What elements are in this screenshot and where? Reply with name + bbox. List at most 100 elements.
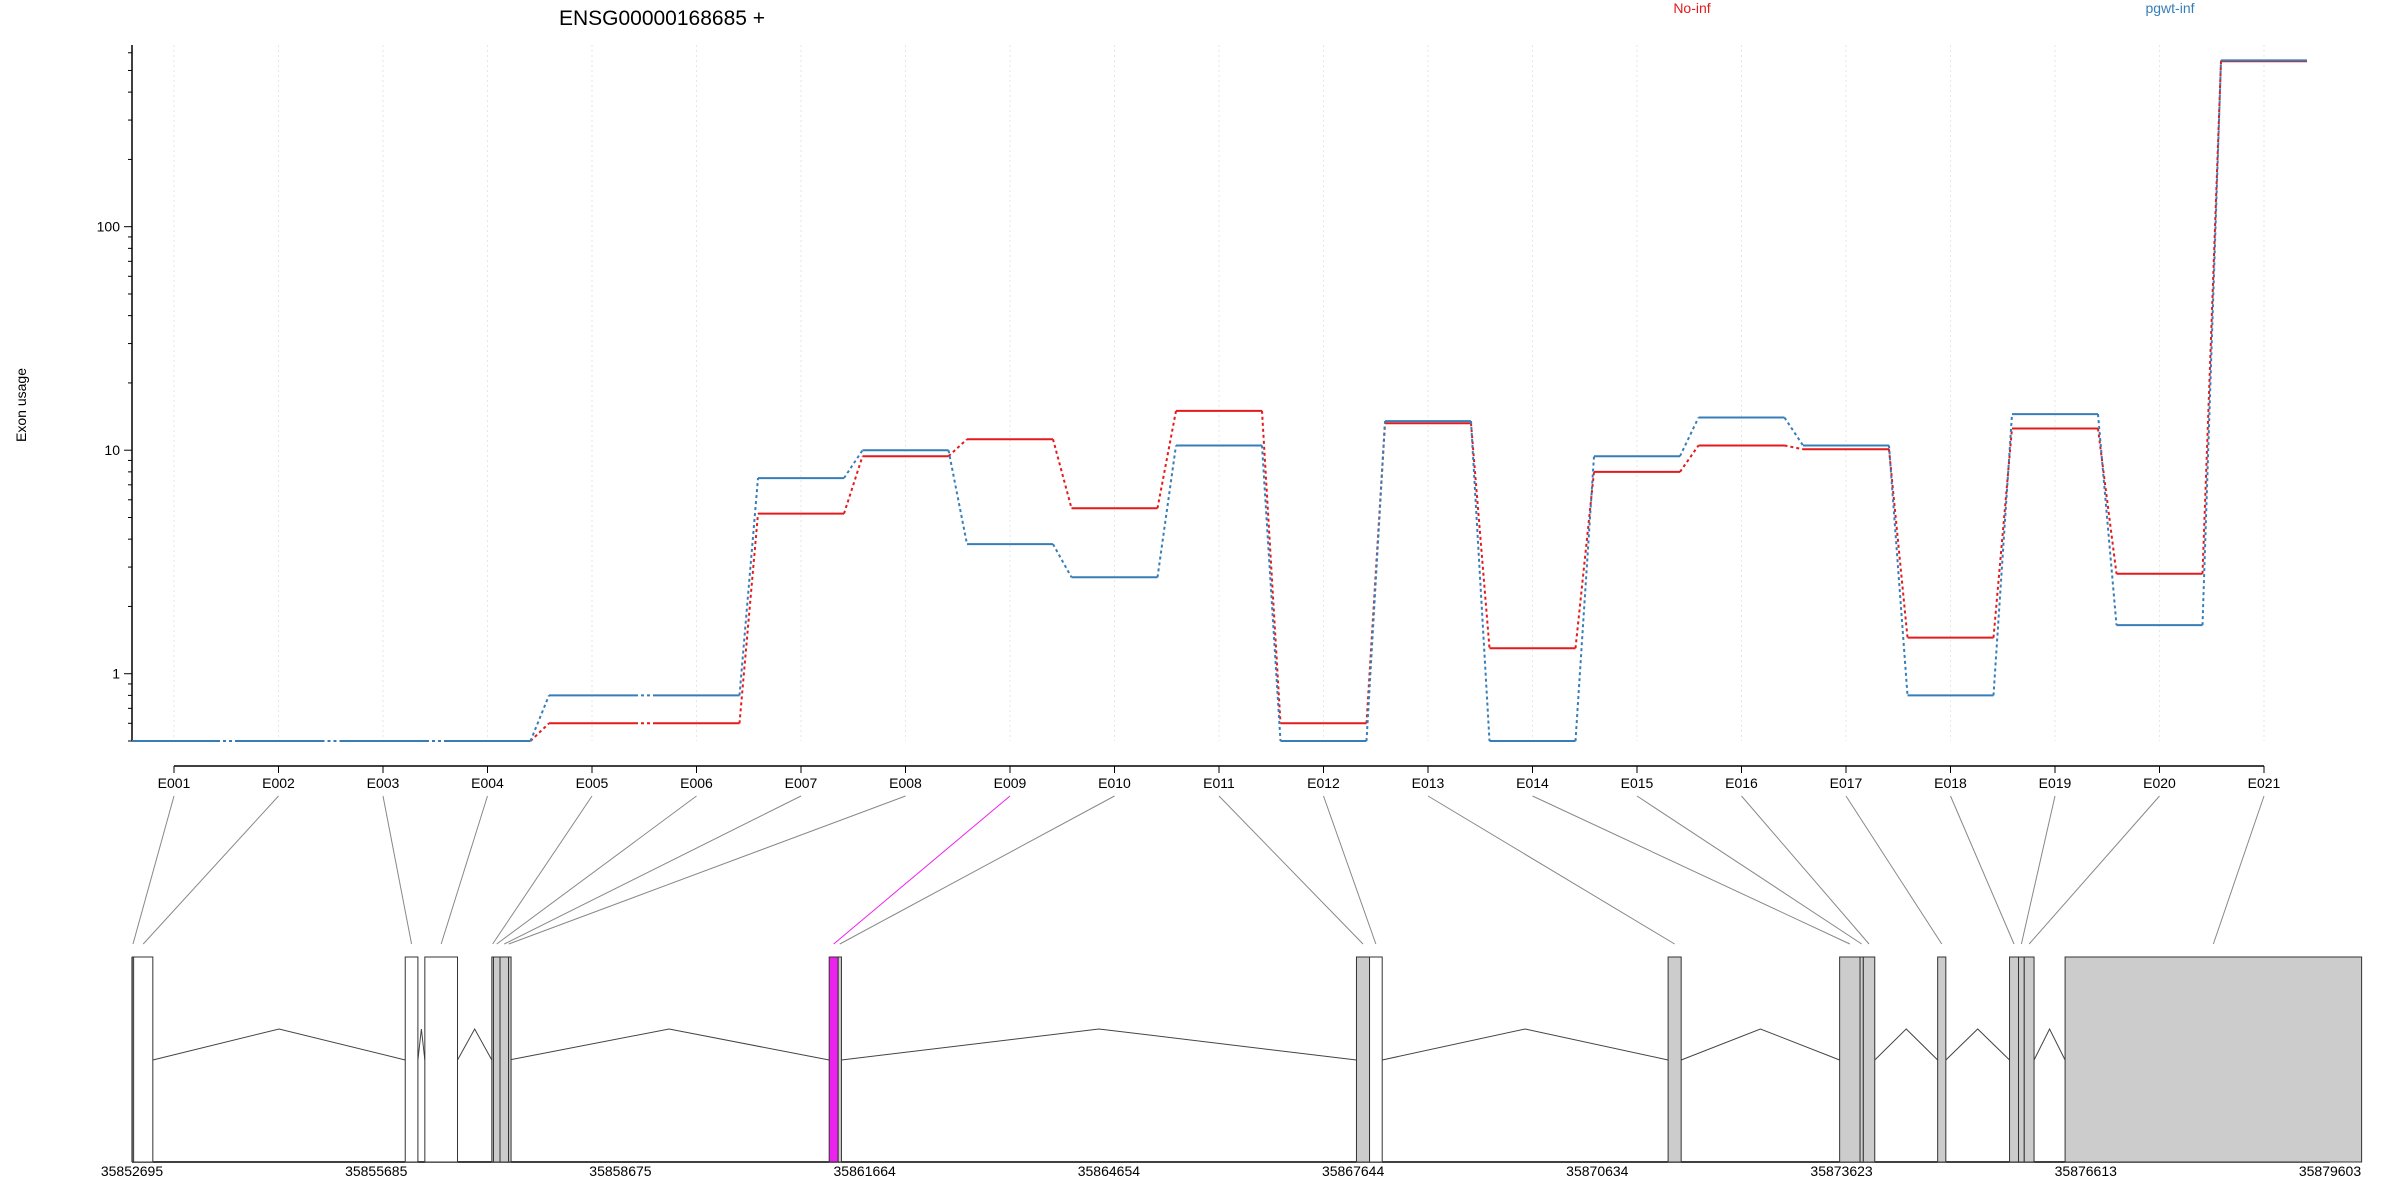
x-tick-label-e012: E012 <box>1307 775 1340 791</box>
axes-layer: 1 10 100 E001 E002 E003 E004 E005 E006 E007 E008 E0… <box>97 45 2281 791</box>
exon-box-e021 <box>2064 956 2363 1163</box>
series-no-inf-connector <box>1574 471 1595 649</box>
series-pgwt-inf-connector <box>529 695 550 742</box>
x-tick-label-e010: E010 <box>1098 775 1131 791</box>
y-tick-label-1: 1 <box>112 666 120 682</box>
exon-link-e001 <box>132 795 175 945</box>
exon-box-e017 <box>1937 956 1947 1163</box>
x-tick-label-e006: E006 <box>680 775 713 791</box>
x-tick-label-e016: E016 <box>1725 775 1758 791</box>
x-tick-label-e002: E002 <box>262 775 295 791</box>
exon-link-e009 <box>833 795 1011 945</box>
coord-tick-label-35873623: 35873623 <box>1810 1163 1873 1179</box>
exon-box-e007 <box>499 956 510 1163</box>
exon-link-e012 <box>1323 795 1377 945</box>
y-tick-label-100: 100 <box>97 219 121 235</box>
series-pgwt-inf-connector <box>1888 445 1909 696</box>
series-no-inf-connector <box>947 438 968 457</box>
x-tick-label-e007: E007 <box>785 775 818 791</box>
coord-tick-label-35870634: 35870634 <box>1566 1163 1629 1179</box>
series-pgwt-inf <box>132 59 2307 742</box>
series-no-inf <box>132 60 2307 742</box>
x-tick-label-e018: E018 <box>1934 775 1967 791</box>
exon-link-e010 <box>839 795 1115 945</box>
exon-link-e015 <box>1636 795 1862 945</box>
exon-box-e002 <box>133 956 154 1163</box>
x-tick-label-e014: E014 <box>1516 775 1549 791</box>
gene-model: 35852695 35855685 35858675 35861664 35864654… <box>101 795 2363 1179</box>
exon-link-e014 <box>1532 795 1851 945</box>
series-no-inf-connector <box>1156 410 1177 509</box>
intron-line <box>1680 1028 1840 1061</box>
exon-link-e002 <box>142 795 279 945</box>
intron-line <box>1382 1028 1669 1061</box>
x-tick-label-e020: E020 <box>2143 775 2176 791</box>
exon-box-e008 <box>508 956 512 1163</box>
coord-tick-label-35879603: 35879603 <box>2299 1163 2362 1179</box>
chart-title: ENSG00000168685 + <box>559 7 765 30</box>
intron-line <box>1945 1028 2010 1061</box>
series-pgwt-inf-connector <box>1470 421 1491 742</box>
grid-layer <box>173 45 2265 741</box>
exon-link-e006 <box>496 795 697 945</box>
exon-link-e018 <box>1950 795 2015 945</box>
x-tick-label-e013: E013 <box>1412 775 1445 791</box>
exon-link-e017 <box>1845 795 1943 945</box>
exon-box-e019 <box>2018 956 2025 1163</box>
exon-box-e012 <box>1369 956 1383 1163</box>
x-tick-label-e019: E019 <box>2039 775 2072 791</box>
exon-box-e011 <box>1355 956 1371 1163</box>
exon-box-e003 <box>404 956 419 1163</box>
y-tick-label-10: 10 <box>104 442 120 458</box>
exon-link-e021 <box>2212 795 2265 945</box>
x-tick-label-e003: E003 <box>367 775 400 791</box>
series-no-inf-connector <box>1261 410 1282 724</box>
series-pgwt-inf-connector <box>2097 414 2118 626</box>
x-tick-label-e009: E009 <box>994 775 1027 791</box>
intron-line <box>508 1028 830 1061</box>
legend-entry-pgwt-inf: pgwt-inf <box>2145 0 2194 16</box>
series-pgwt-inf-connector <box>1365 421 1386 742</box>
exon-link-e011 <box>1218 795 1364 945</box>
series-no-inf-connector <box>843 455 864 514</box>
exon-link-e005 <box>492 795 593 945</box>
exon-box-e014 <box>1839 956 1861 1163</box>
series-no-inf-connector <box>529 722 550 742</box>
series-no-inf-connector <box>1992 428 2013 638</box>
series-no-inf-connector <box>1470 423 1491 649</box>
series-pgwt-inf-connector <box>2201 60 2222 626</box>
exon-link-e007 <box>504 795 802 945</box>
intron-line <box>152 1028 406 1061</box>
series-pgwt-inf-connector <box>1261 445 1282 742</box>
series-pgwt-inf-connector <box>1679 417 1700 457</box>
series-no-inf-connector <box>1052 438 1073 509</box>
exon-link-e008 <box>508 795 906 945</box>
coord-tick-label-35858675: 35858675 <box>589 1163 652 1179</box>
coord-tick-label-35867644: 35867644 <box>1322 1163 1385 1179</box>
exon-box-e010 <box>837 956 842 1163</box>
series-pgwt-inf-connector <box>1992 414 2013 696</box>
intron-line <box>2033 1027 2066 1061</box>
x-tick-label-e008: E008 <box>889 775 922 791</box>
exon-box-e009 <box>828 956 839 1163</box>
x-tick-label-e017: E017 <box>1830 775 1863 791</box>
coord-tick-label-35855685: 35855685 <box>345 1163 408 1179</box>
y-axis-label: Exon usage <box>13 368 29 442</box>
series-no-inf-connector <box>1784 444 1804 451</box>
exon-link-e004 <box>440 795 488 945</box>
series-pgwt-inf-connector <box>1783 416 1804 447</box>
exon-link-e013 <box>1427 795 1675 945</box>
exon-link-e016 <box>1741 795 1870 945</box>
exon-box-e006 <box>492 956 501 1163</box>
series-no-inf-connector <box>1679 444 1700 473</box>
intron-line <box>1874 1028 1939 1061</box>
series-pgwt-inf-connector <box>1052 543 1073 578</box>
series-pgwt-inf-connector <box>843 449 864 479</box>
x-tick-label-e004: E004 <box>471 775 504 791</box>
series-pgwt-inf-connector <box>1574 456 1595 742</box>
x-tick-label-e001: E001 <box>158 775 191 791</box>
legend-entry-no-inf: No-inf <box>1673 0 1710 16</box>
exon-box-e016 <box>1862 956 1876 1163</box>
series-no-inf-connector <box>2201 61 2222 574</box>
